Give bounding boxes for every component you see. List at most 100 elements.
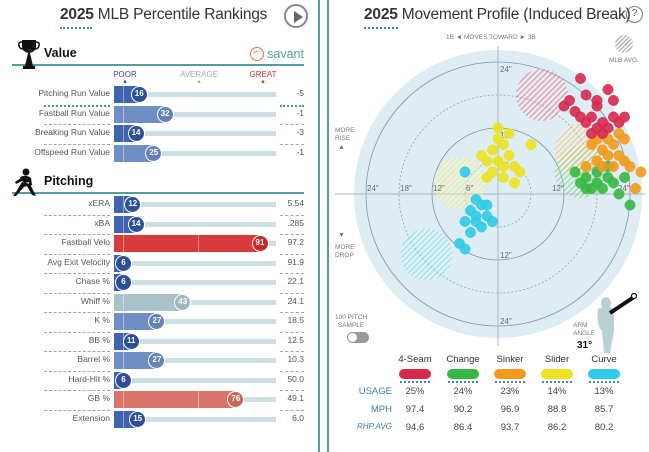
pitch-dot <box>602 122 614 134</box>
metric-value: -3 <box>296 127 304 137</box>
percentile-track <box>115 260 276 266</box>
pitch-dot <box>602 150 614 161</box>
row-separator <box>280 390 304 391</box>
metric-value: 18.5 <box>287 315 304 325</box>
percentile-row[interactable]: xBA 14 .285 <box>0 215 318 233</box>
pitch-dot <box>575 177 586 189</box>
savant-logo[interactable]: savant <box>250 47 304 61</box>
metric-label: K % <box>94 315 110 325</box>
value-section-label: Value <box>44 46 77 60</box>
percentile-track <box>115 299 276 305</box>
value-section-header: Value savant <box>12 36 304 69</box>
pitch-type-label: Slider <box>544 354 570 365</box>
mph-value: 88.8 <box>547 404 567 415</box>
percentile-row[interactable]: Fastball Velo 91 97.2 <box>0 235 318 252</box>
pitch-dot <box>492 133 504 145</box>
pitch-dot <box>503 128 515 139</box>
pitch-dot <box>608 177 619 189</box>
metric-value: -1 <box>296 107 304 118</box>
pitch-color-toggle[interactable] <box>447 369 479 379</box>
metric-value: 49.1 <box>287 393 304 403</box>
metric-value: 5.54 <box>287 198 304 208</box>
percentile-track <box>115 416 276 422</box>
metric-value: 50.0 <box>287 373 304 384</box>
percentile-row[interactable]: GB % 76 49.1 <box>0 391 318 408</box>
play-icon[interactable] <box>284 4 308 28</box>
pitch-dot <box>575 111 586 123</box>
percentile-bar <box>114 105 166 123</box>
pitch-dot <box>481 199 493 211</box>
percentile-track <box>115 377 276 383</box>
percentile-row[interactable]: Avg Exit Velocity 6 91.9 <box>0 254 318 272</box>
panel-divider <box>318 0 320 452</box>
pitch-dot <box>498 161 509 172</box>
percentile-bar <box>114 144 155 162</box>
pitch-dot <box>630 183 641 194</box>
pitch-dot <box>459 166 471 178</box>
mlb-avg-label: MLB AVG. <box>609 57 639 64</box>
pitch-dot <box>487 216 498 227</box>
percentile-bar <box>114 235 261 252</box>
metric-value: 24.1 <box>287 295 304 306</box>
percentile-row[interactable]: Breaking Run Value 14 -3 <box>0 125 318 142</box>
percentile-track <box>115 150 276 156</box>
pill-underline <box>542 381 572 383</box>
row-separator <box>44 104 110 107</box>
row-separator <box>280 331 304 333</box>
mph-label: MPH <box>370 404 392 415</box>
pitch-dot <box>619 172 630 183</box>
percentile-row[interactable]: Whiff % 43 24.1 <box>0 293 318 311</box>
percentile-row[interactable]: K % 27 18.5 <box>0 313 318 330</box>
help-icon[interactable]: ? <box>626 6 643 23</box>
percentile-row[interactable]: Pitching Run Value 16 -5 <box>0 86 318 103</box>
movement-title: 2025 Movement Profile (Induced Break) <box>364 6 631 23</box>
pitch-dot <box>613 128 625 139</box>
pitch-color-toggle[interactable] <box>588 369 620 379</box>
pitch-dot <box>619 111 630 123</box>
pitch-dot <box>509 177 520 189</box>
usage-value: 14% <box>547 386 567 397</box>
percentile-bubble: 6 <box>115 371 132 389</box>
metric-label: Avg Exit Velocity <box>47 256 110 267</box>
percentile-row[interactable]: BB % 11 12.5 <box>0 332 318 350</box>
metric-value: 22.1 <box>287 276 304 286</box>
row-separator <box>280 104 304 107</box>
percentile-row[interactable]: Hard-Hit % 6 50.0 <box>0 371 318 389</box>
row-separator <box>44 273 110 274</box>
percentile-track <box>115 92 276 97</box>
percentile-row[interactable]: Extension 15 6.0 <box>0 410 318 428</box>
pitch-dot <box>459 216 471 227</box>
percentile-row[interactable]: Fastball Run Value 32 -1 <box>0 105 318 123</box>
sample-toggle[interactable] <box>347 332 369 343</box>
rhp-avg-value: 94.6 <box>405 422 425 433</box>
percentile-row[interactable]: Chase % 6 22.1 <box>0 274 318 291</box>
pitch-dot <box>503 150 515 161</box>
percentile-track <box>115 131 276 136</box>
metric-label: Fastball Run Value <box>38 107 110 118</box>
usage-label: USAGE <box>358 386 392 397</box>
pitch-color-toggle[interactable] <box>541 369 573 379</box>
row-separator <box>280 409 304 411</box>
percentile-row[interactable]: xERA 12 5.54 <box>0 196 318 213</box>
pitch-color-toggle[interactable] <box>399 369 431 379</box>
percentile-row[interactable]: Barrel % 27 10.3 <box>0 352 318 369</box>
percentile-track <box>115 358 276 363</box>
usage-value: 25% <box>405 386 425 397</box>
more-drop-label: MORE DROP <box>335 244 355 259</box>
row-separator <box>44 351 110 352</box>
metric-label: Chase % <box>75 276 111 286</box>
metric-label: Whiff % <box>80 295 110 306</box>
pitch-dot <box>487 144 498 156</box>
pitch-dot <box>575 73 586 84</box>
metric-label: Hard-Hit % <box>68 373 110 384</box>
pill-underline <box>400 381 430 383</box>
row-separator <box>280 124 304 125</box>
row-separator <box>280 143 304 145</box>
pill-underline <box>589 381 619 383</box>
percentile-row[interactable]: Offspeed Run Value 25 -1 <box>0 144 318 162</box>
up-arrow-icon: ▲ <box>338 144 345 151</box>
rhp-avg-label: RHP AVG <box>357 422 392 431</box>
scale-average: AVERAGE ▲ <box>179 70 219 85</box>
pitch-color-toggle[interactable] <box>494 369 526 379</box>
row-separator <box>44 234 110 235</box>
